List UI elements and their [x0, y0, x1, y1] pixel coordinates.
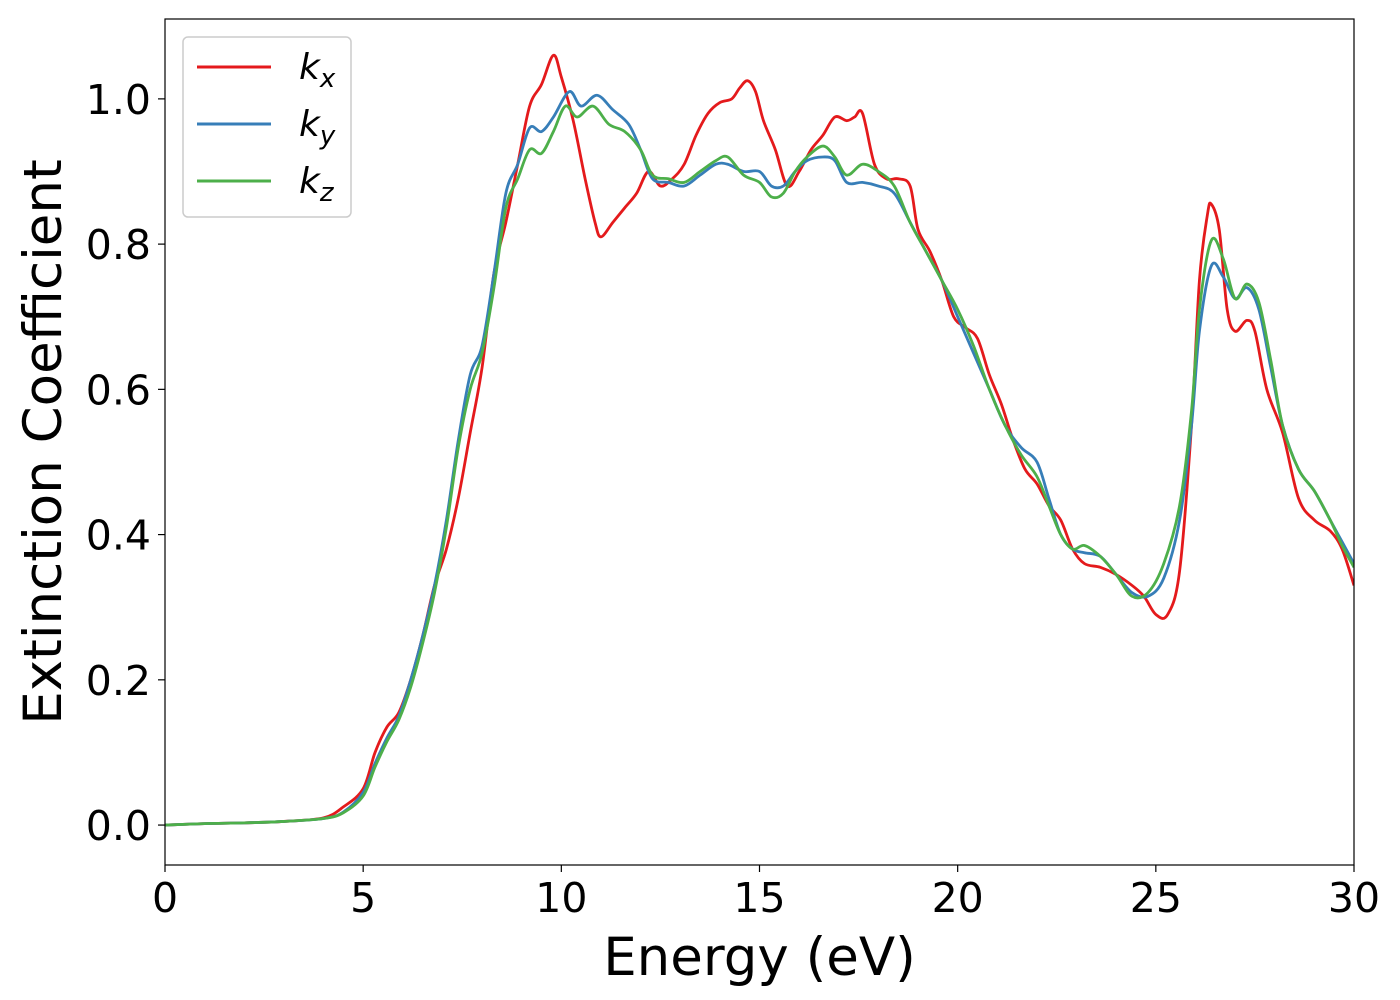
x-axis-ticks: 0 5 10 15 20 25 30 [152, 865, 1380, 922]
series-layer [165, 53, 1354, 827]
x-tick-label: 0 [152, 874, 178, 922]
x-axis-title: Energy (eV) [603, 927, 916, 988]
x-tick-label: 15 [733, 874, 785, 922]
y-axis-ticks: 0.0 0.2 0.4 0.6 0.8 1.0 [86, 76, 165, 850]
x-tick-label: 10 [535, 874, 587, 922]
series-line-k-z [165, 104, 1354, 827]
x-tick-label: 20 [932, 874, 984, 922]
legend-label: kz [299, 161, 335, 208]
y-tick-label: 0.6 [86, 366, 151, 414]
legend-item-k-y[interactable]: ky [197, 104, 336, 151]
legend-frame [182, 36, 352, 218]
legend-label: ky [299, 104, 336, 151]
y-tick-label: 0.2 [86, 657, 151, 705]
legend-item-k-z[interactable]: kz [197, 161, 335, 208]
legend-label: kx [299, 47, 336, 94]
x-tick-label: 25 [1130, 874, 1182, 922]
y-tick-label: 0.8 [86, 221, 151, 269]
y-tick-label: 0.0 [86, 802, 151, 850]
legend-item-k-x[interactable]: kx [197, 47, 336, 94]
x-tick-label: 5 [350, 874, 376, 922]
x-tick-label: 30 [1328, 874, 1380, 922]
y-tick-label: 1.0 [86, 76, 151, 124]
legend[interactable]: kx ky kz [182, 36, 352, 218]
y-axis-title: Extinction Coefficient [13, 159, 74, 725]
y-tick-label: 0.4 [86, 512, 151, 560]
